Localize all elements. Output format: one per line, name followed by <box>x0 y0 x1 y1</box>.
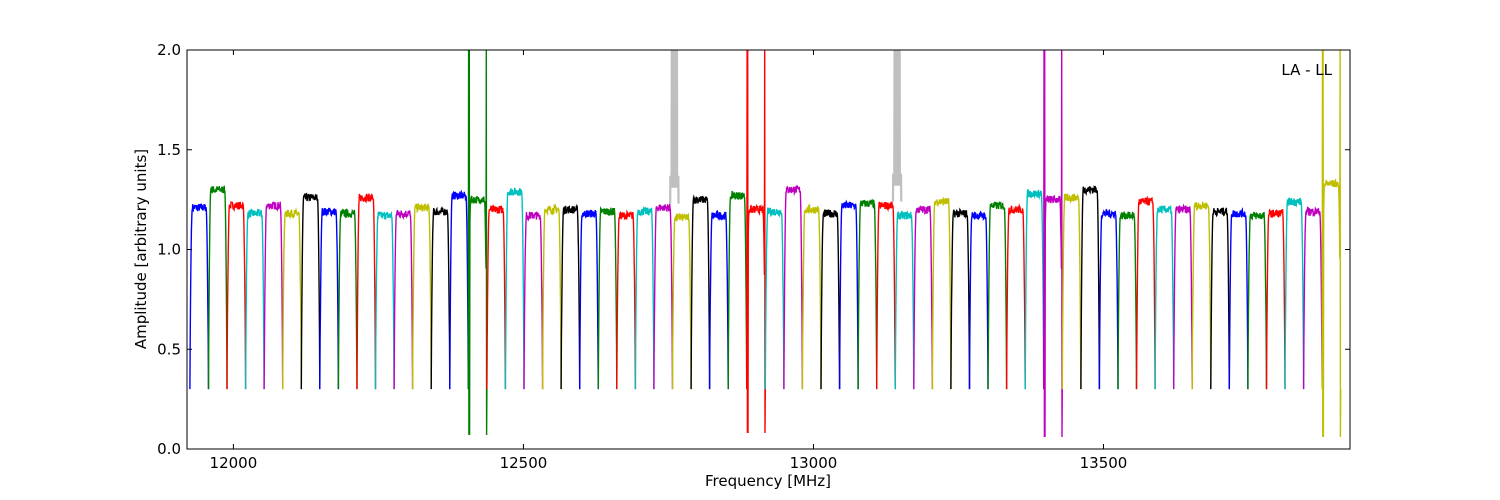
series-line <box>876 201 896 390</box>
series-line <box>1135 195 1156 390</box>
series-line <box>913 204 934 390</box>
series-line <box>727 190 748 390</box>
plot-area <box>186 49 1351 450</box>
series-line <box>1191 201 1212 390</box>
series-line <box>764 207 785 390</box>
series-line <box>300 192 321 390</box>
series-line <box>244 208 265 390</box>
series-line <box>541 203 562 390</box>
x-tick-label: 12000 <box>210 454 258 472</box>
series-line <box>356 193 377 390</box>
series-line <box>746 50 766 434</box>
series-line <box>987 201 1008 390</box>
series-line <box>374 210 395 390</box>
series-line <box>449 189 469 390</box>
series-line <box>597 205 618 390</box>
series-line <box>1172 203 1193 390</box>
series-line <box>189 203 210 390</box>
series-line <box>671 212 692 390</box>
series-line <box>282 207 302 390</box>
series-line <box>1265 208 1286 390</box>
series-line <box>337 207 358 390</box>
y-axis-label: Amplitude [arbitrary units] <box>132 149 150 349</box>
series-line <box>207 185 228 390</box>
series-line <box>931 196 952 390</box>
series-line <box>616 209 637 390</box>
series-line <box>226 200 247 390</box>
series-line <box>1024 188 1045 390</box>
series-line <box>319 207 340 390</box>
series-line <box>1042 50 1064 438</box>
series-line <box>579 209 599 390</box>
series-line <box>783 185 804 390</box>
y-tick-label: 0.0 <box>157 440 181 458</box>
series-line <box>263 201 284 390</box>
series-line <box>560 203 581 390</box>
series-line <box>690 194 711 390</box>
corner-annotation: LA - LL <box>1281 61 1332 79</box>
series-line <box>950 207 971 390</box>
series-line <box>634 206 655 390</box>
series-line <box>857 198 878 390</box>
series-line <box>393 209 414 390</box>
series-line <box>1080 185 1101 390</box>
series-line <box>1117 211 1138 390</box>
series-line <box>430 206 451 390</box>
flagged-series-line <box>891 50 903 202</box>
flagged-series-line <box>669 50 680 204</box>
series-line <box>411 202 432 390</box>
y-tick-label: 0.5 <box>157 340 181 358</box>
series-line <box>467 50 488 436</box>
x-tick-label: 13500 <box>1080 454 1128 472</box>
series-line <box>820 208 841 390</box>
y-axis: 0.0 0.5 1.0 1.5 2.0 <box>157 41 1350 458</box>
series-line <box>708 209 729 390</box>
x-axis: 12000 12500 13000 13500 <box>210 50 1128 472</box>
series-line <box>838 199 859 390</box>
series-line <box>1247 211 1268 390</box>
series-line <box>504 187 525 390</box>
y-tick-label: 2.0 <box>157 41 181 59</box>
series-line <box>1284 197 1305 390</box>
series-line <box>1228 207 1249 390</box>
series-line <box>1154 204 1175 390</box>
series-line <box>523 211 544 390</box>
y-tick-label: 1.0 <box>157 241 181 259</box>
series-line <box>1321 50 1342 438</box>
series-line <box>486 204 507 390</box>
series-line <box>653 203 674 390</box>
y-tick-label: 1.5 <box>157 141 181 159</box>
x-tick-label: 13000 <box>790 454 838 472</box>
series-line <box>1061 192 1082 390</box>
series-line <box>1005 203 1026 390</box>
series-line <box>1302 206 1323 390</box>
x-axis-label: Frequency [MHz] <box>705 472 831 490</box>
x-tick-label: 12500 <box>500 454 548 472</box>
series-line <box>801 203 822 390</box>
series-line <box>1098 208 1119 390</box>
series-line <box>1210 207 1231 390</box>
series-line <box>894 210 915 390</box>
series-layer <box>189 50 1342 438</box>
series-line <box>968 210 989 390</box>
